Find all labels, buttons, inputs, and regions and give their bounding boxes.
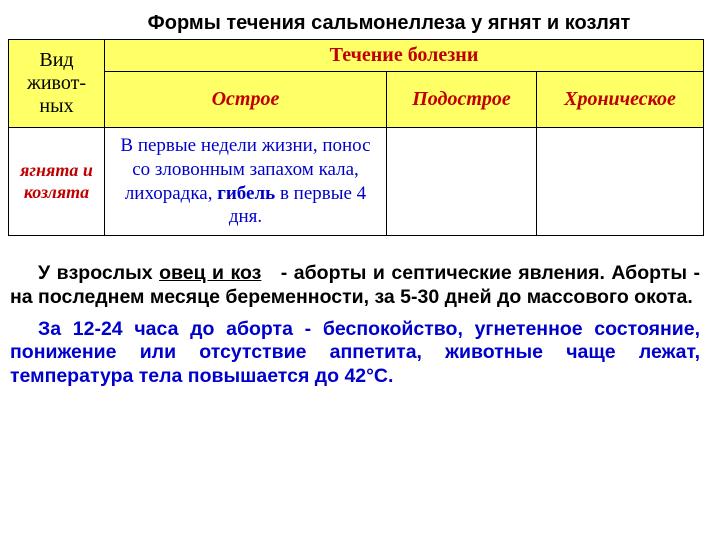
cell-chronic	[537, 128, 704, 236]
paragraph-preabort: За 12-24 часа до аборта - беспокойство, …	[8, 318, 702, 389]
header-disease-course: Течение болезни	[105, 40, 704, 72]
paragraph-adults: У взрослых овец и коз - аборты и септиче…	[8, 262, 702, 310]
header-species: Вид живот-ных	[9, 40, 105, 128]
header-chronic: Хроническое	[537, 72, 704, 128]
p1-pre: У взрослых	[38, 262, 159, 284]
header-acute: Острое	[105, 72, 387, 128]
cell-species: ягнята и козлята	[9, 128, 105, 236]
p1-underline: овец и коз	[159, 262, 261, 284]
p2-text: За 12-24 часа до аборта - беспокойство, …	[10, 318, 700, 388]
table-row: ягнята и козлята В первые недели жизни, …	[9, 128, 704, 236]
page-title: Формы течения сальмонеллеза у ягнят и ко…	[76, 12, 702, 35]
salmonellosis-table: Вид живот-ных Течение болезни Острое Под…	[8, 39, 704, 236]
table-header-row-2: Острое Подострое Хроническое	[9, 72, 704, 128]
cell-subacute	[387, 128, 537, 236]
table-header-row-1: Вид живот-ных Течение болезни	[9, 40, 704, 72]
slide: Формы течения сальмонеллеза у ягнят и ко…	[0, 0, 720, 540]
header-subacute: Подострое	[387, 72, 537, 128]
cell-acute-em: гибель	[217, 183, 275, 204]
cell-acute: В первые недели жизни, понос со зловонны…	[105, 128, 387, 236]
